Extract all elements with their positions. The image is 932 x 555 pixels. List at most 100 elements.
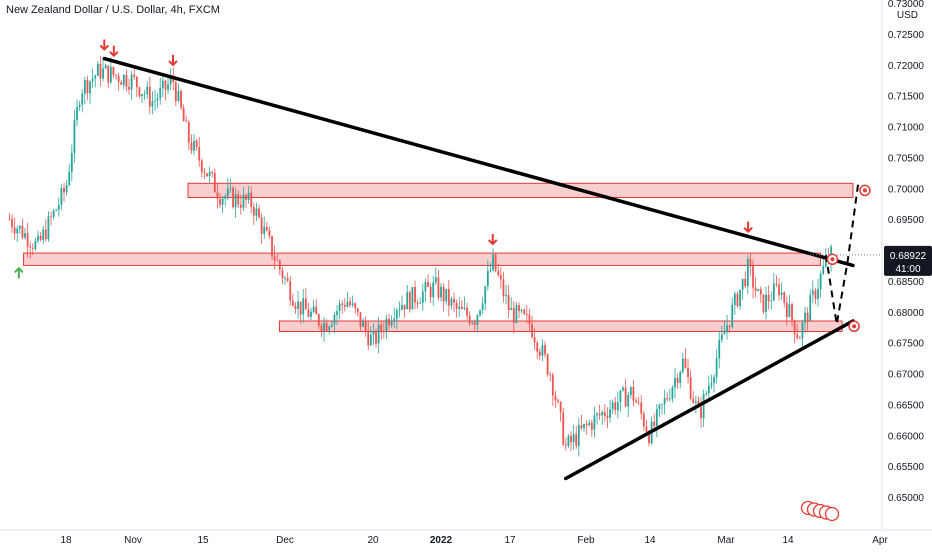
candle-body [299,301,302,315]
candle-body [575,434,578,446]
candle-body [793,320,796,335]
candle-body [143,94,146,95]
candle-body [614,402,617,411]
candle-body [603,412,606,416]
candle-body [499,275,502,280]
candle-body [315,306,318,315]
candle-body [325,322,328,331]
candle-body [354,303,357,309]
candle-body [570,435,572,443]
candle-body [785,302,788,317]
candle-body [809,294,812,321]
candle-body [278,260,281,270]
candle-body [424,281,427,292]
candle-body [445,289,448,302]
candle-body [78,104,81,108]
candle-body [245,194,247,201]
candle-body [463,307,466,309]
candle-body [814,290,817,299]
candle-body [120,82,123,85]
candle-body [307,309,310,317]
candle-body [648,432,650,444]
candle-body [94,75,97,79]
candle-body [551,374,554,396]
candle-body [624,387,627,407]
candle-body [185,121,188,122]
candle-body [731,304,734,327]
candle-body [601,412,604,416]
down-arrow-icon [168,54,178,67]
candle-body [510,308,513,311]
candle-body [707,385,710,394]
candle-body [479,310,481,316]
candle-body [174,82,177,101]
candle-body [473,322,476,325]
candle-body [148,86,151,107]
y-tick-label: 0.69500 [888,215,925,226]
candle-body [676,378,679,384]
candle-body [538,351,541,356]
candle-body [393,318,396,322]
candle-body [629,387,632,396]
candle-body [653,421,656,427]
candle-body [640,402,643,414]
candle-body [744,278,747,287]
candle-body [720,334,723,341]
zone-end-marker-dot [852,324,857,329]
currency-label: USD [897,10,918,21]
y-tick-label: 0.72000 [888,61,925,72]
down-arrow-head [168,60,178,67]
candle-body [401,304,403,310]
candle-body [746,259,749,287]
candle-body [70,153,73,172]
candle-body [523,309,526,314]
candle-body [674,378,676,388]
candle-body [616,402,619,411]
candle-body [289,281,292,301]
candle-body [343,305,346,307]
candle-body [388,318,390,326]
candle-body [642,413,645,427]
y-tick-label: 0.68500 [888,277,925,288]
candle-body [715,358,718,378]
candle-body [96,63,99,76]
candle-body [507,294,510,311]
candle-body [497,270,500,276]
candle-body [42,229,45,240]
candle-body [486,270,489,287]
candle-body [242,194,245,208]
y-tick-label: 0.71000 [888,123,925,134]
candle-body [741,278,744,290]
y-tick-label: 0.70000 [888,184,925,195]
candle-body [791,304,793,321]
candle-body [104,65,107,69]
candle-body [718,340,721,359]
candle-body [172,77,175,83]
candle-body [819,273,822,289]
candle-body [221,198,224,205]
candle-body [770,300,773,302]
candle-body [414,286,416,303]
candle-body [161,80,164,88]
candle-body [65,184,68,193]
candle-body [130,74,133,90]
candle-body [237,194,240,205]
y-tick-label: 0.68000 [888,308,925,319]
candle-body [258,208,260,218]
candle-body [156,98,159,101]
y-tick-label: 0.72500 [888,30,925,41]
candle-body [138,87,141,97]
candle-body [637,402,640,404]
candle-body [362,321,364,327]
zone-end-marker-dot [830,257,835,262]
candle-body [112,66,115,75]
candle-body [645,426,648,433]
candle-body [346,301,349,307]
candle-body [780,292,783,295]
candle-body [224,196,227,199]
candle-body [541,345,544,356]
candle-body [577,425,580,446]
down-arrow-head [743,226,753,234]
